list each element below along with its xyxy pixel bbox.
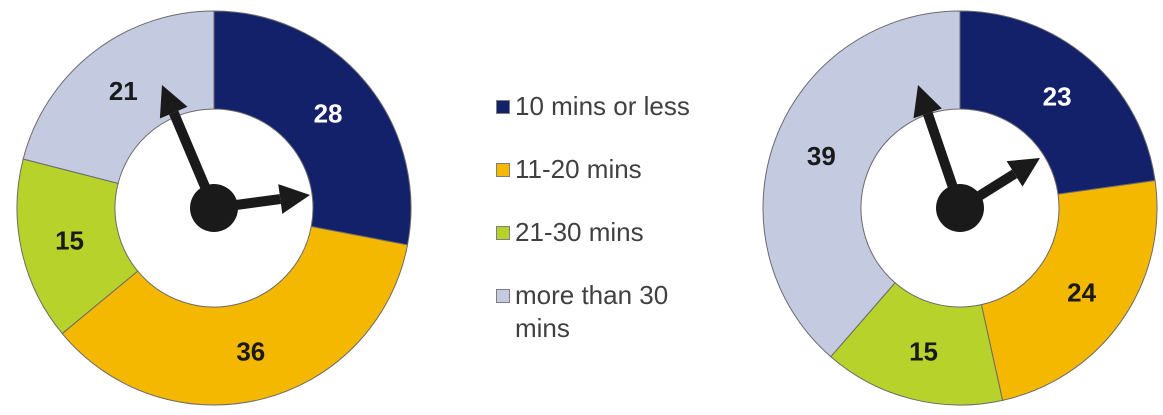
data-label: 21 [109, 76, 138, 106]
data-label: 28 [314, 99, 343, 129]
donut-segment [980, 179, 1158, 401]
clock-hands-icon [913, 85, 1040, 232]
clock-hands-icon [159, 85, 310, 232]
data-label: 39 [807, 141, 836, 171]
donut-segment [61, 225, 409, 406]
legend-swatch [496, 289, 510, 303]
legend-label: 11-20 mins [515, 154, 642, 184]
legend-swatch [496, 100, 510, 114]
legend-label: 10 mins or less [515, 91, 690, 121]
data-label: 15 [909, 336, 938, 366]
legend-item-10-mins-or-less: 10 mins or less [496, 90, 726, 123]
legend-item-11-20-mins: 11-20 mins [496, 153, 726, 186]
donut-segment [959, 10, 1156, 195]
legend-item-more-than-30-mins: more than 30 mins [496, 279, 726, 345]
legend-label: 21-30 mins [515, 217, 644, 247]
legend: 10 mins or less 11-20 mins 21-30 mins mo… [496, 90, 726, 345]
donut-segment [762, 10, 961, 358]
donut-chart-right: 23 24 15 39 [762, 10, 1158, 406]
legend-swatch [496, 226, 510, 240]
donut-segment [22, 10, 215, 184]
legend-item-21-30-mins: 21-30 mins [496, 216, 726, 249]
legend-label: more than 30 mins [515, 280, 669, 343]
legend-swatch [496, 163, 510, 177]
data-label: 15 [55, 225, 84, 255]
donut-segment [213, 10, 412, 246]
data-label: 23 [1043, 81, 1072, 111]
data-label: 24 [1067, 277, 1096, 307]
donut-chart-left: 28 36 15 21 [16, 10, 412, 406]
data-label: 36 [236, 336, 265, 366]
